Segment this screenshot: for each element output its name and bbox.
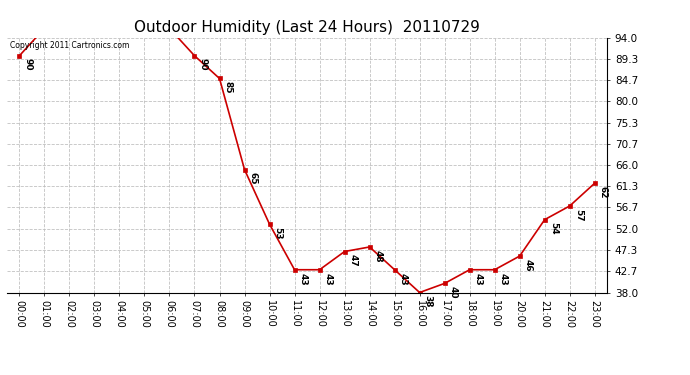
- Text: 97: 97: [0, 374, 1, 375]
- Text: 96: 96: [0, 374, 1, 375]
- Text: 54: 54: [549, 222, 558, 235]
- Text: 43: 43: [474, 273, 483, 285]
- Text: 90: 90: [23, 58, 32, 71]
- Text: 43: 43: [499, 273, 508, 285]
- Text: 43: 43: [399, 273, 408, 285]
- Text: 43: 43: [324, 273, 333, 285]
- Text: 96: 96: [0, 374, 1, 375]
- Text: 53: 53: [274, 227, 283, 240]
- Text: 38: 38: [424, 295, 433, 308]
- Text: 43: 43: [299, 273, 308, 285]
- Title: Outdoor Humidity (Last 24 Hours)  20110729: Outdoor Humidity (Last 24 Hours) 2011072…: [134, 20, 480, 35]
- Text: 48: 48: [374, 250, 383, 262]
- Text: 47: 47: [348, 254, 357, 267]
- Text: 40: 40: [448, 286, 457, 298]
- Text: 90: 90: [199, 58, 208, 71]
- Text: 65: 65: [248, 172, 257, 185]
- Text: 62: 62: [599, 186, 608, 198]
- Text: 57: 57: [574, 209, 583, 221]
- Text: 96: 96: [0, 374, 1, 375]
- Text: 46: 46: [524, 259, 533, 272]
- Text: Copyright 2011 Cartronics.com: Copyright 2011 Cartronics.com: [10, 41, 129, 50]
- Text: 85: 85: [224, 81, 233, 94]
- Text: 96: 96: [0, 374, 1, 375]
- Text: 96: 96: [0, 374, 1, 375]
